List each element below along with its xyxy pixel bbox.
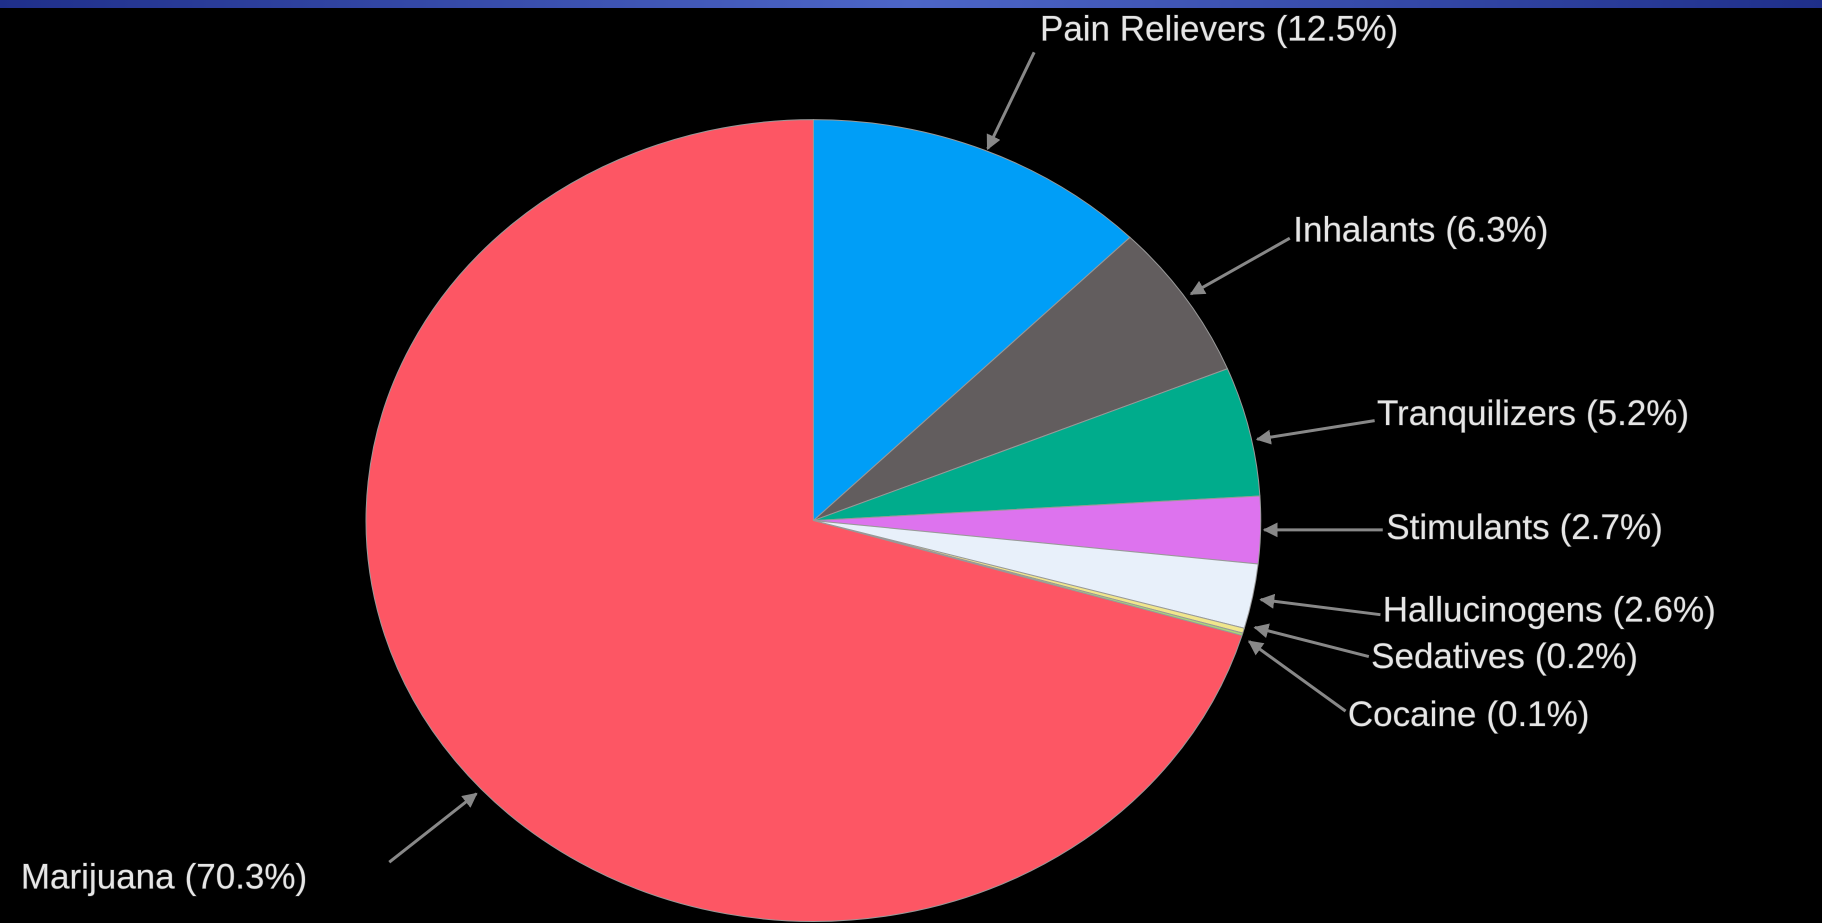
- slice-name: Stimulants: [1386, 508, 1549, 547]
- slice-label: Inhalants (6.3%): [1293, 211, 1548, 250]
- slice-label: Hallucinogens (2.6%): [1383, 591, 1716, 630]
- slice-label: Tranquilizers (5.2%): [1377, 394, 1689, 433]
- slice-value: (0.1%): [1486, 695, 1589, 734]
- slice-name: Marijuana: [21, 858, 175, 897]
- label-arrow: [1255, 419, 1375, 445]
- slice-value: (2.6%): [1613, 591, 1716, 630]
- label-arrow: [388, 792, 478, 864]
- slice-label: Pain Relievers (12.5%): [1040, 10, 1398, 49]
- slice-name: Hallucinogens: [1383, 591, 1603, 630]
- label-arrow: [1259, 593, 1381, 617]
- top-banner: [0, 0, 1822, 8]
- slice-name: Pain Relievers: [1040, 10, 1266, 49]
- pie: [365, 119, 1262, 922]
- label-arrow: [1247, 640, 1347, 713]
- slice-name: Tranquilizers: [1377, 394, 1576, 433]
- slice-name: Cocaine: [1348, 695, 1476, 734]
- slice-value: (2.7%): [1560, 508, 1663, 547]
- pie-slice: [813, 236, 1229, 522]
- label-arrow: [1189, 236, 1291, 296]
- pie-slice: [813, 368, 1261, 522]
- slice-label: Stimulants (2.7%): [1386, 508, 1663, 547]
- slice-name: Sedatives: [1371, 637, 1525, 676]
- slice-value: (6.3%): [1445, 211, 1548, 250]
- slice-label: Cocaine (0.1%): [1348, 695, 1590, 734]
- slice-label: Sedatives (0.2%): [1371, 637, 1638, 676]
- pie-slice: [365, 119, 1243, 922]
- labels: Pain Relievers (12.5%) Inhalants (6.3%) Tran…: [20, 9, 1716, 897]
- label-arrow: [986, 51, 1036, 151]
- slice-label: Marijuana (70.3%): [21, 858, 307, 897]
- slice-value: (12.5%): [1276, 10, 1399, 49]
- label-arrow: [1253, 623, 1370, 658]
- slice-name: Inhalants: [1293, 211, 1435, 250]
- slice-value: (70.3%): [185, 858, 308, 897]
- slice-value: (5.2%): [1586, 394, 1689, 433]
- pie-slice: [812, 119, 1131, 522]
- slice-value: (0.2%): [1535, 637, 1638, 676]
